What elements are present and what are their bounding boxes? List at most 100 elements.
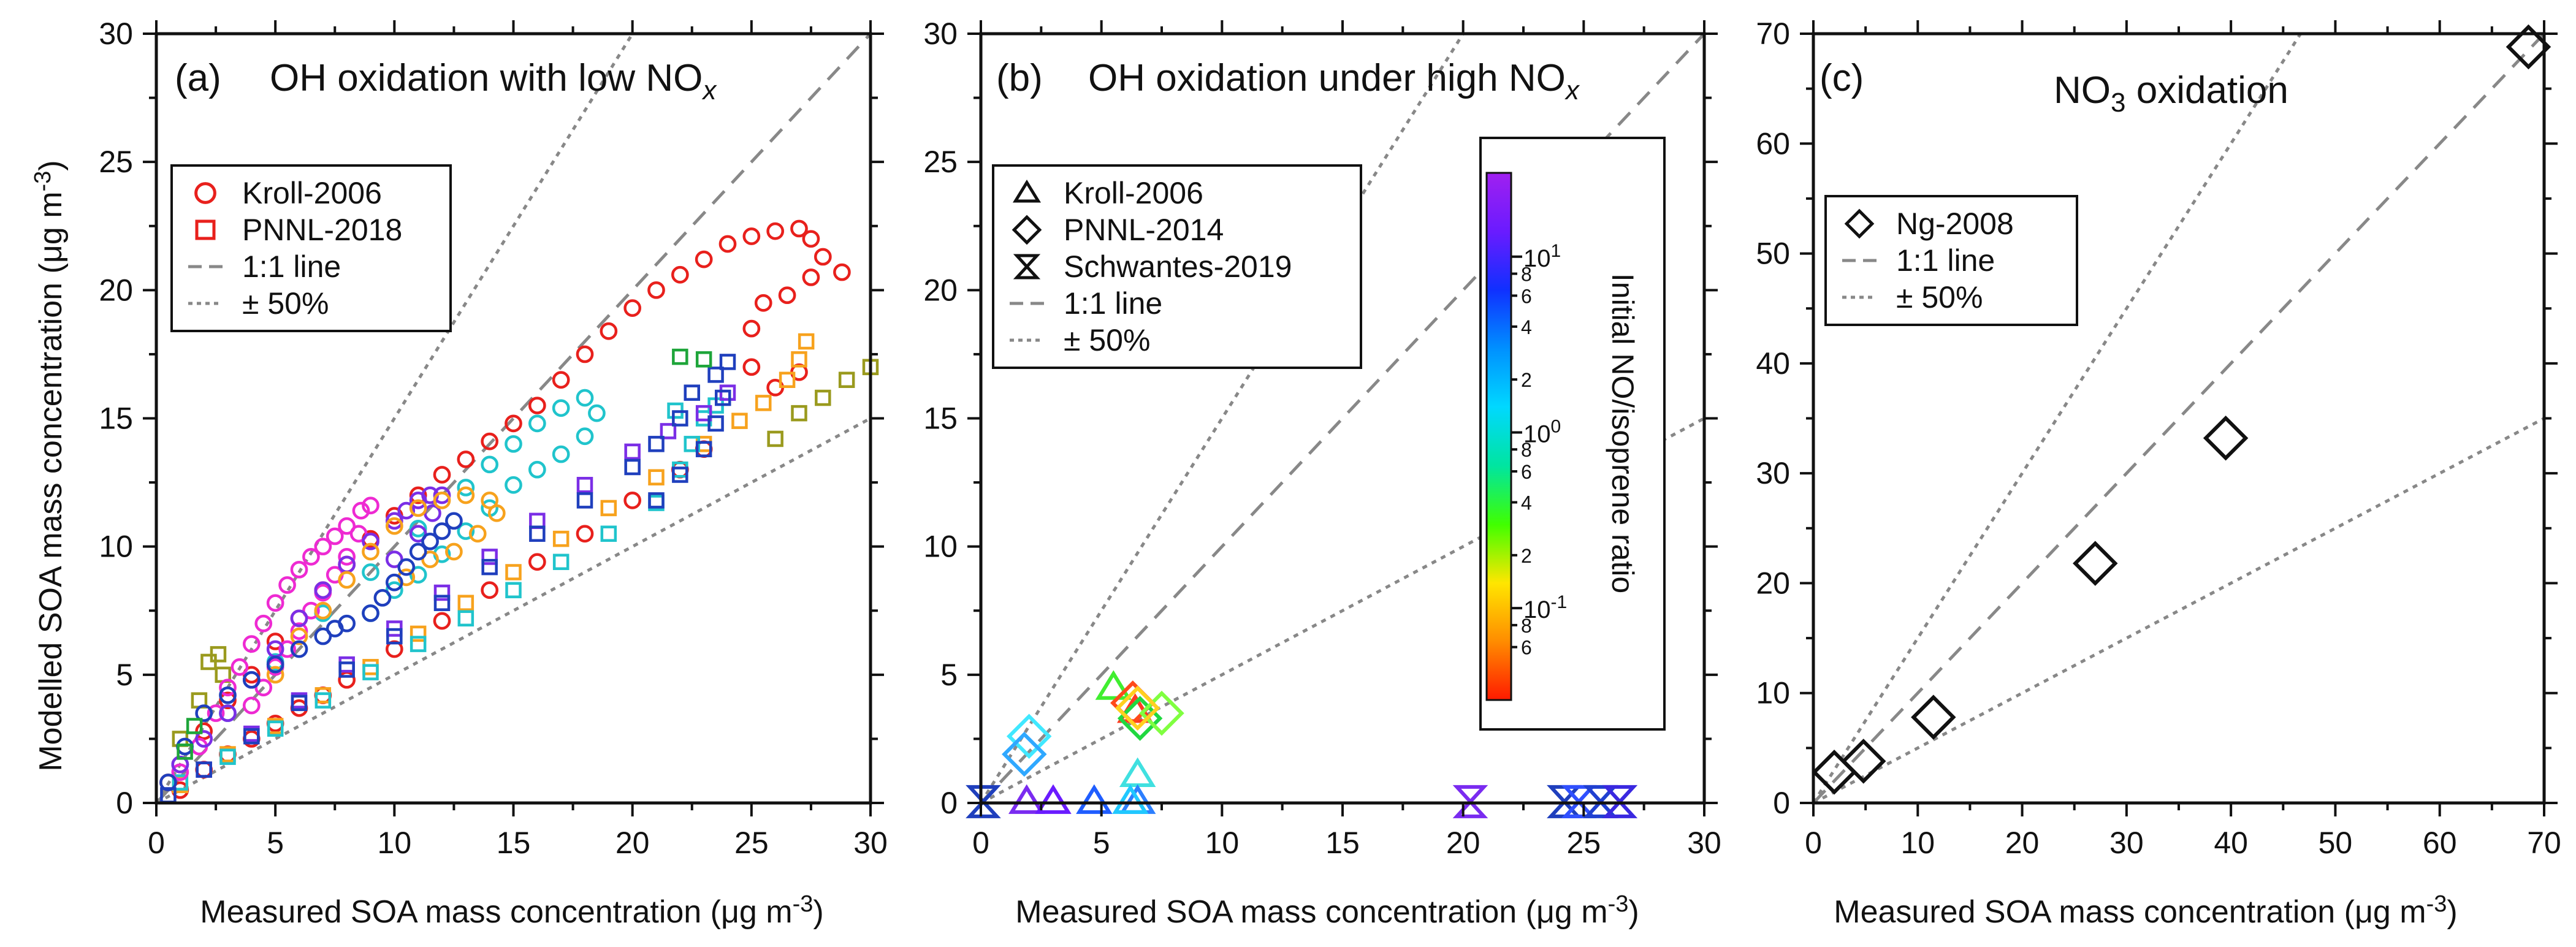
x-tick-label: 30: [853, 826, 888, 860]
data-point: [314, 627, 332, 645]
data-point: [838, 371, 855, 388]
panel-a-x-axis-label: Measured SOA mass concentration (μg m-3): [200, 891, 824, 930]
data-point: [338, 517, 356, 535]
y-tick-label: 10: [1756, 676, 1790, 710]
data-point: [242, 666, 261, 684]
data-point: [833, 263, 851, 281]
data-point: [278, 640, 296, 658]
colorbar-minor-label: 4: [1521, 492, 1532, 514]
x-tick-label: 20: [2005, 826, 2040, 860]
data-point: [528, 397, 546, 414]
data-point: [672, 348, 688, 365]
panel-b-label: (b): [996, 57, 1043, 99]
data-point: [349, 525, 368, 543]
data-point: [481, 492, 499, 509]
x-tick-label: 15: [1325, 826, 1360, 860]
panel-a-plot-area: 0 5 10 15 20 25 30 0 5 10 15 20 25 30 Kroll-2006PNNL-2…: [99, 17, 888, 860]
data-point: [505, 564, 522, 580]
data-point: [719, 384, 736, 401]
data-point: [362, 542, 379, 561]
data-point: [445, 512, 463, 530]
legend-label: 1:1 line: [242, 249, 341, 284]
legend-frame: [992, 164, 1362, 369]
x-tick-label: 50: [2319, 826, 2353, 860]
colorbar-minor-label: 6: [1521, 285, 1532, 307]
colorbar-bar: [1485, 172, 1512, 701]
data-point: [302, 548, 320, 566]
data-point: [207, 704, 225, 722]
x-tick-label: 5: [1093, 826, 1110, 860]
data-point: [266, 633, 284, 650]
data-point: [362, 532, 379, 550]
data-points: [159, 219, 879, 804]
data-point: [505, 476, 522, 494]
data-point: [219, 691, 237, 710]
panel-a-title: OH oxidation with low NOx: [270, 57, 717, 105]
data-point: [326, 527, 344, 546]
data-point: [1008, 784, 1045, 814]
colorbar-major-label: 100: [1523, 416, 1561, 447]
x-tick-label: 30: [2109, 826, 2144, 860]
data-point: [576, 477, 593, 493]
data-point: [314, 601, 332, 620]
ticks: 0 10 20 30 40 50 60 70 0 10 20 30 40 50 60 70: [1756, 17, 2561, 860]
data-point: [171, 763, 189, 782]
y-tick-label: 15: [923, 401, 958, 436]
data-point: [314, 581, 332, 599]
data-point: [290, 627, 308, 645]
legend-label: Kroll-2006: [1064, 176, 1203, 210]
data-point: [457, 479, 475, 496]
data-point: [1139, 690, 1184, 736]
legend-label: Schwantes-2019: [1064, 249, 1292, 284]
x-tick-label: 25: [734, 826, 769, 860]
data-point: [457, 595, 474, 611]
y-tick-label: 20: [99, 273, 133, 307]
data-point: [1112, 784, 1149, 814]
y-tick-label: 30: [923, 17, 958, 51]
y-tick-label: 20: [1756, 566, 1790, 600]
data-point: [576, 525, 594, 543]
data-point: [576, 427, 594, 446]
data-point: [552, 371, 570, 389]
data-point: [695, 250, 713, 268]
data-point: [684, 436, 700, 452]
x-tick-label: 25: [1567, 826, 1601, 860]
panel-c-x-axis-label: Measured SOA mass concentration (μg m-3): [1834, 891, 2458, 930]
data-point: [672, 466, 688, 483]
data-point: [338, 661, 355, 678]
data-point: [731, 413, 748, 429]
panel-b-x-axis-label: Measured SOA mass concentration (μg m-3): [1015, 891, 1639, 930]
one-to-one-line: [1813, 34, 2544, 803]
data-point: [623, 299, 642, 317]
data-point: [1095, 670, 1132, 700]
colorbar-major-label: 10-1: [1523, 592, 1567, 623]
data-point: [433, 595, 451, 611]
y-tick-label: 50: [1756, 237, 1790, 271]
x-tick-label: 5: [267, 826, 284, 860]
x-tick-label: 10: [1900, 826, 1935, 860]
data-point: [487, 504, 506, 522]
data-point: [719, 354, 736, 370]
data-point: [624, 458, 641, 476]
data-point: [648, 436, 665, 452]
data-point: [1452, 785, 1488, 818]
data-point: [433, 612, 451, 630]
data-point: [1602, 785, 1638, 818]
x-tick-label: 0: [972, 826, 989, 860]
data-point: [779, 371, 796, 388]
panel-c: 0 10 20 30 40 50 60 70 0 10 20 30 40 50 60 70 Ng-20081:1…: [1756, 17, 2561, 860]
panel-c-title: NO3 oxidation: [2054, 69, 2288, 118]
data-points: [966, 670, 1638, 818]
data-point: [172, 774, 189, 791]
data-point: [338, 614, 356, 633]
data-point: [352, 501, 370, 520]
data-point: [791, 351, 807, 368]
colorbar-minor-label: 8: [1521, 439, 1532, 461]
data-point: [481, 432, 499, 451]
data-point: [219, 748, 236, 765]
data-point: [778, 286, 796, 305]
data-point: [600, 500, 617, 517]
legend-label: Ng-2008: [1896, 207, 2014, 241]
